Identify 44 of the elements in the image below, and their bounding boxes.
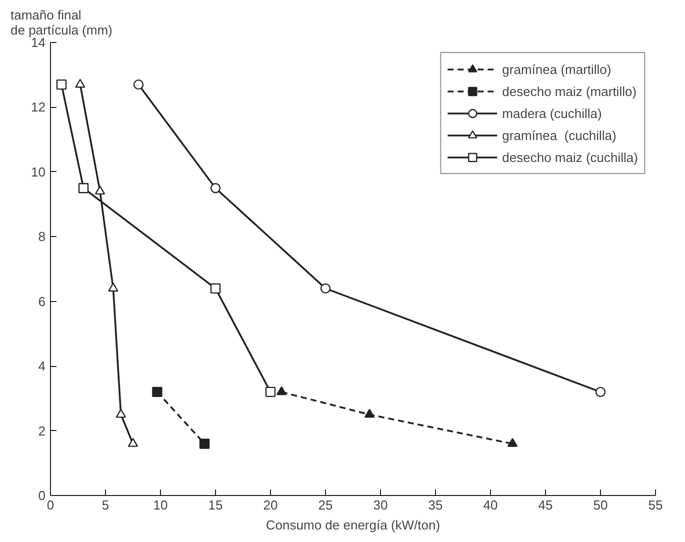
point <box>276 386 287 396</box>
y-axis-title: tamaño final de partícula (mm) <box>10 8 112 38</box>
y-tick-label: 14 <box>31 35 46 50</box>
y-tick-label: 10 <box>31 164 46 180</box>
point <box>210 283 221 294</box>
x-tick-label: 5 <box>102 498 110 512</box>
point <box>364 408 375 418</box>
y-tick-label: 12 <box>31 100 46 115</box>
y-tick-label: 8 <box>38 229 46 244</box>
point <box>128 438 138 447</box>
legend-label: desecho maiz (martillo) <box>502 84 637 98</box>
y-tick-label: 2 <box>38 423 46 438</box>
point <box>133 79 144 90</box>
x-tick-label: 10 <box>153 498 168 512</box>
x-tick-label: 30 <box>373 498 388 512</box>
point <box>78 183 89 194</box>
point <box>116 408 126 418</box>
legend-label: madera (cuchilla) <box>502 106 602 120</box>
x-tick-label: 40 <box>483 498 498 512</box>
x-tick-label: 35 <box>428 498 443 512</box>
point <box>265 386 276 398</box>
legend-label: gramínea (cuchilla) <box>502 128 616 142</box>
x-axis-title: Consumo de energía (kW/ton) <box>266 518 440 532</box>
point <box>56 79 67 90</box>
legend-label: desecho maiz (cuchilla) <box>502 150 638 164</box>
point <box>152 386 162 398</box>
point <box>210 183 221 194</box>
legend-label: gramínea (martillo) <box>502 62 612 76</box>
point <box>108 282 118 292</box>
x-tick-label: 45 <box>538 498 553 512</box>
point <box>595 386 606 398</box>
point <box>75 78 86 88</box>
y-tick-label: 4 <box>38 358 46 374</box>
x-tick-label: 15 <box>208 498 223 512</box>
point <box>320 283 331 294</box>
x-tick-label: 55 <box>648 498 663 512</box>
y-tick-label: 6 <box>38 294 46 309</box>
y-tick-label: 0 <box>38 488 46 503</box>
x-tick-label: 20 <box>263 498 278 512</box>
x-tick-label: 50 <box>593 498 608 512</box>
point <box>507 438 518 447</box>
point <box>94 186 106 195</box>
x-tick-label: 25 <box>318 498 333 512</box>
point <box>199 438 210 449</box>
